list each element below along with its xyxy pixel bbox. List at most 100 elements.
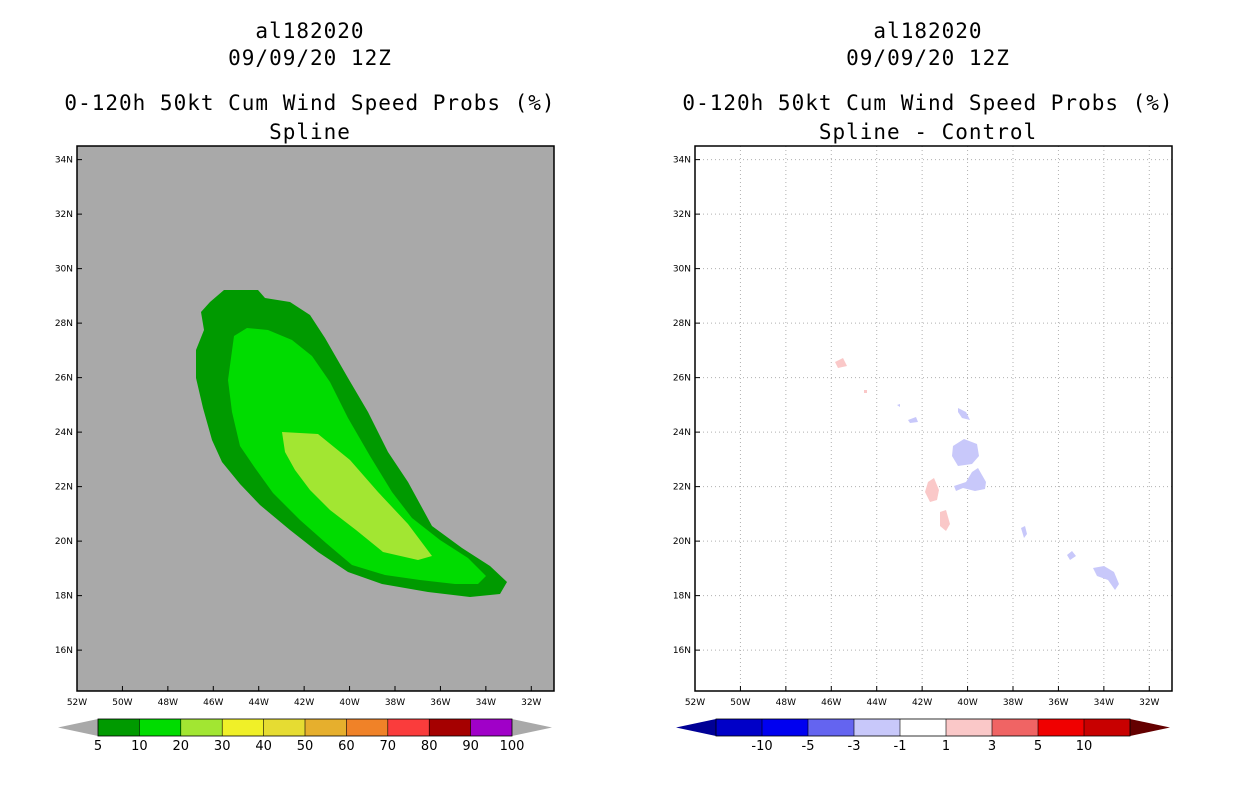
legend-label: 70: [380, 739, 397, 754]
lon-label: 50W: [730, 698, 750, 708]
legend-label: -3: [848, 739, 861, 754]
lat-label: 18N: [55, 592, 73, 602]
lon-label: 46W: [203, 698, 223, 708]
contour-20pct: [282, 432, 432, 560]
legend-swatch: [470, 719, 512, 736]
diff-blob-neg-8: [897, 404, 900, 407]
legend-label: 80: [421, 739, 438, 754]
right-storm-id: al182020: [873, 19, 983, 43]
diff-blob-neg-5: [1021, 526, 1027, 538]
legend-swatch: [263, 719, 305, 736]
lon-label: 52W: [685, 698, 705, 708]
legend-swatch: [854, 719, 900, 736]
legend-swatch: [387, 719, 430, 736]
legend-swatch: [346, 719, 388, 736]
lat-label: 24N: [55, 428, 73, 438]
lon-label: 38W: [1003, 698, 1023, 708]
right-map-panel: 16N 18N 20N 22N 24N 26N 28N 30N 32N 34N 52W 50W 48W…: [673, 145, 1173, 708]
lon-label: 46W: [821, 698, 841, 708]
right-map-background: [695, 146, 1172, 691]
lat-label: 32N: [673, 210, 691, 220]
lon-label: 50W: [112, 698, 132, 708]
left-lat-axis: 16N 18N 20N 22N 24N 26N 28N 30N 32N 34N: [55, 156, 82, 656]
right-datetime: 09/09/20 12Z: [846, 46, 1010, 70]
legend-frame: [715, 718, 1131, 737]
left-product-title: 0-120h 50kt Cum Wind Speed Probs (%): [64, 91, 556, 115]
lon-label: 34W: [1094, 698, 1114, 708]
lon-label: 40W: [339, 698, 359, 708]
legend-swatch: [808, 719, 854, 736]
left-datetime: 09/09/20 12Z: [228, 46, 392, 70]
lat-label: 34N: [55, 156, 73, 166]
lat-label: 28N: [673, 319, 691, 329]
lon-label: 40W: [957, 698, 977, 708]
lon-label: 48W: [776, 698, 796, 708]
legend-label: 5: [1034, 739, 1042, 754]
right-product-title: 0-120h 50kt Cum Wind Speed Probs (%): [682, 91, 1174, 115]
lat-label: 32N: [55, 210, 73, 220]
lon-label: 48W: [158, 698, 178, 708]
lon-label: 44W: [867, 698, 887, 708]
diff-blob-neg-2: [958, 408, 970, 420]
lon-label: 36W: [430, 698, 450, 708]
legend-swatch: [305, 719, 347, 736]
legend-label: 10: [1076, 739, 1093, 754]
left-color-legend: 5 10 20 30 40 50 60 70 80 90 100: [58, 718, 552, 754]
left-map-panel: 16N 18N 20N 22N 24N 26N 28N 30N 32N 34N 52W 50W 48W…: [55, 145, 555, 708]
lat-label: 34N: [673, 156, 691, 166]
lat-label: 16N: [55, 646, 73, 656]
lat-label: 20N: [55, 537, 73, 547]
lon-label: 44W: [249, 698, 269, 708]
lon-label: 34W: [476, 698, 496, 708]
left-map-frame: [76, 145, 555, 692]
legend-swatch: [946, 719, 992, 736]
legend-label: 1: [942, 739, 950, 754]
lon-label: 38W: [385, 698, 405, 708]
lat-label: 16N: [673, 646, 691, 656]
diff-blob-neg-4: [908, 417, 918, 423]
lon-label: 42W: [912, 698, 932, 708]
lat-label: 18N: [673, 592, 691, 602]
diff-blob-neg-6: [1067, 551, 1076, 560]
legend-label: 30: [214, 739, 231, 754]
legend-swatch: [900, 719, 946, 736]
diff-blob-neg-3: [954, 468, 986, 491]
legend-swatch: [139, 719, 181, 736]
legend-swatch: [992, 719, 1038, 736]
lat-label: 22N: [673, 483, 691, 493]
legend-label: 40: [255, 739, 272, 754]
left-subtitle: Spline: [269, 120, 351, 144]
legend-swatch: [716, 719, 762, 736]
legend-arrow-right: [512, 719, 552, 736]
right-subtitle: Spline - Control: [818, 120, 1038, 144]
left-lon-axis: 52W 50W 48W 46W 44W 42W 40W 38W 36W 34W 32W: [67, 686, 542, 708]
lon-label: 36W: [1048, 698, 1068, 708]
legend-label: -10: [751, 739, 772, 754]
lat-label: 22N: [55, 483, 73, 493]
right-lat-axis: 16N 18N 20N 22N 24N 26N 28N 30N 32N 34N: [673, 156, 700, 656]
lat-label: 30N: [55, 265, 73, 275]
legend-label: -5: [802, 739, 815, 754]
lon-label: 32W: [1139, 698, 1159, 708]
legend-swatch: [1084, 719, 1130, 736]
diff-blob-pos-3: [940, 510, 950, 531]
legend-swatch: [1038, 719, 1084, 736]
lat-label: 28N: [55, 319, 73, 329]
legend-arrow-left: [58, 719, 98, 736]
lat-label: 26N: [55, 374, 73, 384]
legend-swatch: [180, 719, 223, 736]
diff-blob-neg-1: [952, 439, 979, 466]
lon-label: 52W: [67, 698, 87, 708]
legend-label: 60: [338, 739, 355, 754]
lat-label: 20N: [673, 537, 691, 547]
legend-arrow-right: [1130, 719, 1170, 736]
left-storm-id: al182020: [255, 19, 365, 43]
right-difference-blobs: [835, 358, 1119, 590]
legend-label: 20: [173, 739, 190, 754]
lat-label: 26N: [673, 374, 691, 384]
lat-label: 24N: [673, 428, 691, 438]
lon-label: 42W: [294, 698, 314, 708]
legend-label: 90: [462, 739, 479, 754]
legend-label: 100: [500, 739, 525, 754]
